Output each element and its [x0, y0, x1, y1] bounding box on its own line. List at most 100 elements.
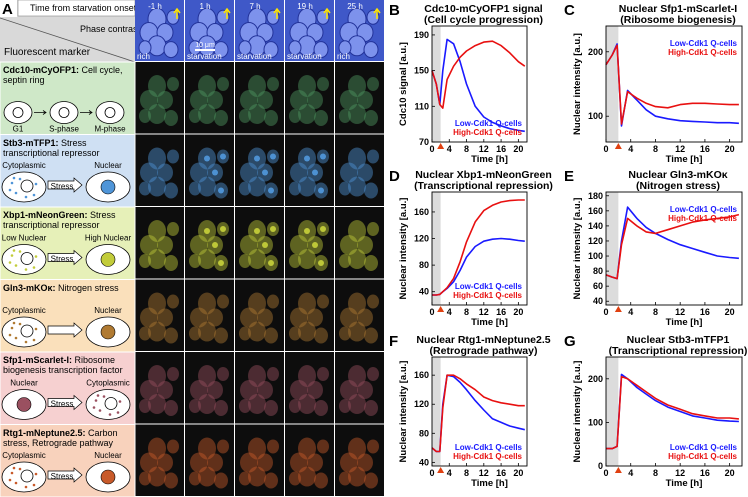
cell-signal — [139, 109, 151, 123]
state-label: Nuclear — [10, 379, 38, 388]
protein-dot — [24, 268, 28, 271]
cell-signal — [314, 327, 328, 344]
marker-description: Nitrogen stress — [58, 282, 119, 293]
cell-signal — [248, 437, 266, 460]
x-tick-label: 16 — [700, 144, 710, 154]
arrow — [47, 322, 83, 338]
protein-dot — [34, 182, 38, 186]
cell-outline — [138, 40, 152, 56]
protein-dot — [18, 177, 22, 181]
cell-signal — [298, 365, 316, 387]
fluorescence-image — [235, 279, 284, 351]
cell-signal — [157, 91, 173, 109]
protein-dot — [18, 322, 22, 326]
nuclear-signal — [204, 155, 210, 162]
fluorescence-image — [135, 424, 184, 496]
protein-dot — [10, 326, 14, 330]
arrow-icon — [223, 7, 231, 19]
cell-signal — [257, 91, 273, 109]
cell-signal — [298, 75, 316, 97]
cell-signal — [348, 437, 366, 460]
cell-signal — [348, 176, 366, 197]
cell-signal — [217, 439, 229, 454]
plot-frame — [431, 25, 528, 143]
cell-diagram — [95, 101, 125, 124]
onset-marker — [614, 467, 622, 473]
cell-signal — [167, 77, 179, 91]
shaded-region — [606, 26, 619, 142]
x-tick-label: 12 — [675, 307, 685, 317]
legend-entry: High-Cdk1 Q-cells — [668, 48, 737, 57]
cell-signal — [214, 472, 228, 489]
cell-signal — [240, 162, 258, 183]
chart-subtitle: (Cell cycle progression) — [424, 14, 543, 26]
cell-signal — [190, 452, 208, 473]
y-tick-label: 100 — [588, 417, 603, 427]
y-tick-label: 80 — [419, 428, 429, 438]
cell-signal — [357, 308, 373, 327]
state-label: Cytoplasmic — [86, 379, 130, 388]
cell-signal — [239, 109, 251, 123]
cell-signal — [189, 326, 201, 341]
y-tick-label: 70 — [419, 137, 429, 147]
panel-label: G — [564, 333, 576, 350]
nucleus-diagram — [20, 252, 34, 265]
cell-signal — [290, 307, 308, 328]
x-tick-label: 4 — [447, 307, 452, 317]
cell-outline — [166, 9, 180, 25]
x-tick-label: 8 — [464, 468, 469, 478]
onset-marker — [437, 306, 445, 312]
cell-signal — [198, 75, 216, 97]
y-tick-label: 120 — [588, 236, 603, 246]
arrow-label: Stress — [51, 182, 74, 191]
cell-signal — [348, 466, 366, 487]
legend-entry: High-Cdk1 Q-cells — [668, 452, 737, 461]
protein-dot — [8, 333, 12, 337]
cell-signal — [367, 367, 379, 381]
fluorescence-image — [185, 424, 234, 496]
fluorescence-image — [235, 424, 284, 496]
nuclear-signal — [312, 242, 318, 248]
x-tick-label: 16 — [700, 307, 710, 317]
cell-signal — [298, 321, 316, 342]
cell-signal — [339, 471, 351, 486]
fluorescence-image — [335, 62, 384, 134]
fluorescence-image — [135, 62, 184, 134]
cell-signal — [139, 326, 151, 341]
protein-dot — [14, 481, 18, 485]
x-axis-label: Time [h] — [471, 478, 508, 489]
nuclear-signal — [212, 242, 218, 248]
x-tick-label: 12 — [675, 468, 685, 478]
cell-signal — [148, 75, 166, 97]
cell-signal — [298, 249, 316, 269]
nuclear-signal — [220, 153, 226, 160]
y-tick-label: 190 — [414, 30, 429, 40]
x-axis-label: Time [h] — [471, 154, 508, 165]
cell-signal — [139, 181, 151, 196]
marker-name: Cdc10-mCyOFP1: — [3, 65, 80, 75]
x-tick-label: 4 — [447, 144, 452, 154]
state-label: Cytoplasmic — [2, 306, 46, 315]
cell-signal — [248, 176, 266, 197]
cell-signal — [357, 453, 373, 472]
nuclear-signal — [268, 260, 274, 266]
nuclear-signal — [262, 242, 268, 248]
nuclear-signal — [254, 155, 260, 162]
state-label: High Nuclear — [85, 234, 132, 243]
fluorescence-image — [185, 134, 234, 206]
cell-diagram — [1, 171, 47, 203]
cell-signal — [307, 381, 323, 399]
state-label: M-phase — [94, 125, 126, 134]
chart-title: Nuclear Stb3-mTFP1 — [627, 334, 730, 346]
cell-signal — [198, 104, 216, 124]
y-tick-label: 40 — [593, 296, 603, 306]
phase-header: Phase contrast — [80, 24, 141, 34]
y-tick-label: 100 — [588, 111, 603, 121]
cell-signal — [140, 162, 158, 183]
cell-outline — [216, 9, 230, 25]
nuclear-signal — [212, 169, 218, 176]
cell-signal — [264, 400, 278, 416]
cell-outline — [266, 9, 280, 25]
state-label: Nuclear — [94, 161, 122, 170]
